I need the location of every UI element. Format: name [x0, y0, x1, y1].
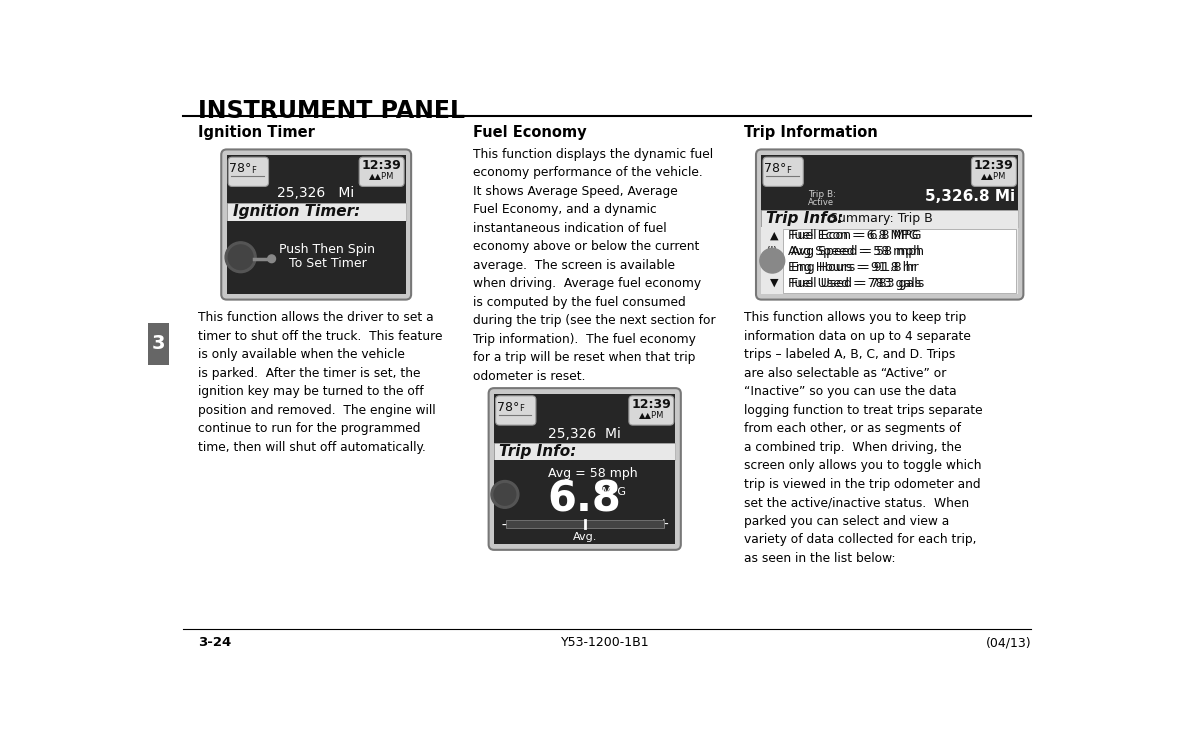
Text: 12:39: 12:39: [361, 159, 402, 172]
Text: F: F: [787, 165, 791, 175]
FancyBboxPatch shape: [763, 157, 803, 187]
FancyBboxPatch shape: [359, 157, 404, 187]
Text: Ignition Timer: Ignition Timer: [198, 124, 315, 140]
Text: 5,326.8 Mi: 5,326.8 Mi: [925, 189, 1014, 203]
Text: −: −: [501, 518, 511, 531]
Text: 6.8: 6.8: [548, 479, 621, 520]
Text: 3: 3: [151, 334, 165, 353]
Text: 12:39: 12:39: [974, 159, 1013, 172]
Text: ▲▲PM: ▲▲PM: [368, 171, 394, 180]
Bar: [505, 520, 664, 528]
Text: Fuel Econ = 6.8 MPG: Fuel Econ = 6.8 MPG: [788, 228, 919, 242]
Text: 25,326  Mi: 25,326 Mi: [548, 427, 621, 441]
Text: Trip B:: Trip B:: [808, 190, 836, 199]
Text: (04/13): (04/13): [985, 636, 1031, 649]
FancyBboxPatch shape: [221, 149, 411, 299]
FancyBboxPatch shape: [489, 388, 680, 550]
Bar: [148, 323, 169, 365]
Bar: [762, 155, 1018, 294]
Text: This function displays the dynamic fuel
economy performance of the vehicle.
It s: This function displays the dynamic fuel …: [474, 148, 716, 383]
Text: Trip Information: Trip Information: [744, 124, 879, 140]
Text: To Set Timer: To Set Timer: [288, 257, 366, 270]
Text: Avg = 58 mph: Avg = 58 mph: [548, 467, 638, 480]
Text: Avg Speed = 58 mph: Avg Speed = 58 mph: [791, 244, 924, 258]
Text: Push Then Spin: Push Then Spin: [280, 243, 376, 256]
FancyBboxPatch shape: [629, 396, 674, 425]
Circle shape: [226, 242, 256, 272]
Text: INSTRUMENT PANEL: INSTRUMENT PANEL: [198, 99, 465, 123]
Text: Fuel Economy: Fuel Economy: [474, 124, 587, 140]
Text: 78°: 78°: [497, 401, 520, 414]
Bar: [227, 155, 406, 294]
Text: Fuel Used = 783 gals: Fuel Used = 783 gals: [791, 277, 924, 290]
FancyBboxPatch shape: [756, 149, 1024, 299]
Text: 25,326   Mi: 25,326 Mi: [278, 187, 354, 201]
Bar: [494, 460, 676, 545]
Circle shape: [494, 484, 516, 505]
Text: Fuel Used = 783 gals: Fuel Used = 783 gals: [788, 277, 921, 290]
Text: ▼: ▼: [770, 278, 778, 288]
Bar: [783, 228, 1017, 293]
Bar: [762, 210, 1018, 227]
Bar: [494, 443, 676, 460]
Text: +: +: [658, 518, 670, 531]
Text: 78°: 78°: [764, 163, 787, 175]
Text: F: F: [518, 405, 523, 414]
Circle shape: [228, 245, 253, 269]
Bar: [494, 394, 676, 545]
Text: ▲: ▲: [770, 230, 778, 240]
Text: /!\: /!\: [766, 246, 782, 256]
Bar: [227, 203, 406, 221]
Circle shape: [268, 255, 275, 263]
Circle shape: [491, 480, 518, 508]
Text: Ignition Timer:: Ignition Timer:: [233, 204, 360, 220]
Text: F: F: [252, 165, 256, 175]
Text: 3-24: 3-24: [198, 636, 231, 649]
Circle shape: [759, 248, 784, 273]
Text: Avg.: Avg.: [573, 531, 596, 542]
Text: This function allows you to keep trip
information data on up to 4 separate
trips: This function allows you to keep trip in…: [744, 311, 983, 564]
Text: Avg Speed = 58 mph: Avg Speed = 58 mph: [788, 244, 921, 258]
Text: Trip Info:: Trip Info:: [766, 212, 843, 226]
Text: Eng Hours = 91.8 hr: Eng Hours = 91.8 hr: [788, 261, 915, 274]
FancyBboxPatch shape: [496, 396, 536, 425]
Bar: [762, 227, 1018, 294]
Text: 78°: 78°: [229, 163, 252, 175]
Text: Active: Active: [808, 198, 834, 207]
Text: ▲▲PM: ▲▲PM: [981, 171, 1006, 180]
Text: MPG: MPG: [601, 487, 627, 497]
FancyBboxPatch shape: [972, 157, 1017, 187]
FancyBboxPatch shape: [228, 157, 268, 187]
Text: Summary: Trip B: Summary: Trip B: [829, 212, 932, 225]
Bar: [227, 221, 406, 294]
Text: This function allows the driver to set a
timer to shut off the truck.  This feat: This function allows the driver to set a…: [198, 311, 443, 454]
Text: Trip Info:: Trip Info:: [498, 444, 576, 459]
Text: Y53-1200-1B1: Y53-1200-1B1: [561, 636, 650, 649]
Text: 12:39: 12:39: [632, 397, 671, 411]
Text: ▲▲PM: ▲▲PM: [639, 410, 664, 419]
Text: Fuel Econ = 6.8 MPG: Fuel Econ = 6.8 MPG: [791, 228, 921, 242]
Text: Eng Hours = 91.8 hr: Eng Hours = 91.8 hr: [791, 261, 919, 274]
